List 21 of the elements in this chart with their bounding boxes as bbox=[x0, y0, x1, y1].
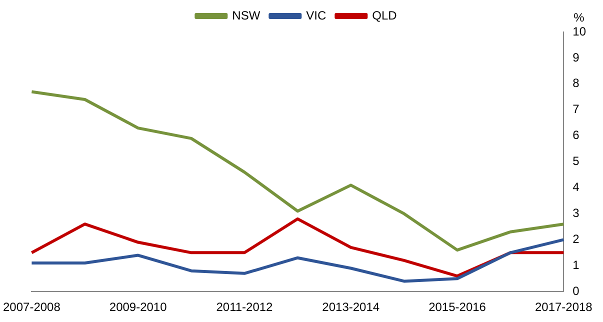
y-axis-title: % bbox=[574, 10, 585, 24]
y-tick-label: 8 bbox=[572, 76, 580, 90]
x-tick-label: 2009-2010 bbox=[109, 300, 168, 314]
x-tick-label: 2013-2014 bbox=[322, 300, 380, 314]
y-tick-label: 10 bbox=[572, 24, 586, 38]
y-tick-label: 9 bbox=[572, 50, 580, 64]
x-tick-label: 2007-2008 bbox=[3, 300, 61, 314]
y-tick-label: 2 bbox=[572, 232, 580, 246]
x-tick-label: 2015-2016 bbox=[428, 300, 486, 314]
legend-label: NSW bbox=[232, 8, 261, 22]
y-tick-label: 0 bbox=[572, 284, 580, 298]
legend-label: QLD bbox=[372, 8, 398, 22]
x-tick-label: 2011-2012 bbox=[216, 300, 274, 314]
y-tick-label: 4 bbox=[572, 180, 580, 194]
y-tick-label: 5 bbox=[572, 154, 580, 168]
y-tick-label: 1 bbox=[572, 258, 580, 272]
legend-label: VIC bbox=[306, 8, 326, 22]
y-tick-label: 3 bbox=[572, 206, 580, 220]
y-tick-label: 7 bbox=[572, 102, 580, 116]
x-tick-label: 2017-2018 bbox=[534, 300, 593, 314]
y-tick-label: 6 bbox=[572, 128, 580, 142]
